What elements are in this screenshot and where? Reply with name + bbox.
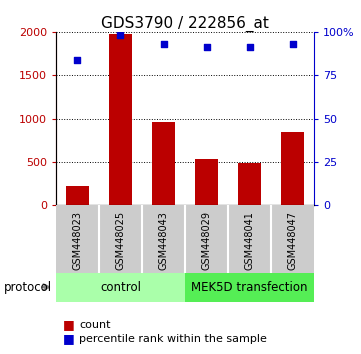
Text: MEK5D transfection: MEK5D transfection [191,281,308,293]
Point [290,41,295,47]
Bar [56,273,185,302]
Bar [152,122,175,205]
Point [204,45,209,50]
Text: ■: ■ [63,318,75,331]
Bar [238,163,261,205]
Text: count: count [79,320,111,330]
Bar [281,132,304,205]
Text: GSM448047: GSM448047 [288,211,297,270]
Text: GSM448029: GSM448029 [201,211,212,270]
Bar [66,186,89,205]
Bar [185,273,314,302]
Bar [195,159,218,205]
Text: percentile rank within the sample: percentile rank within the sample [79,334,267,344]
Text: GSM448043: GSM448043 [158,211,169,270]
Point [75,57,81,62]
Text: GSM448025: GSM448025 [116,211,126,270]
Bar [109,34,132,205]
Text: protocol: protocol [4,281,52,293]
Text: control: control [100,281,141,293]
Point [161,41,166,47]
Title: GDS3790 / 222856_at: GDS3790 / 222856_at [101,16,269,32]
Text: ■: ■ [63,332,75,345]
Point [118,33,123,38]
Text: GSM448023: GSM448023 [73,211,82,270]
Point [247,45,252,50]
Text: GSM448041: GSM448041 [244,211,255,270]
